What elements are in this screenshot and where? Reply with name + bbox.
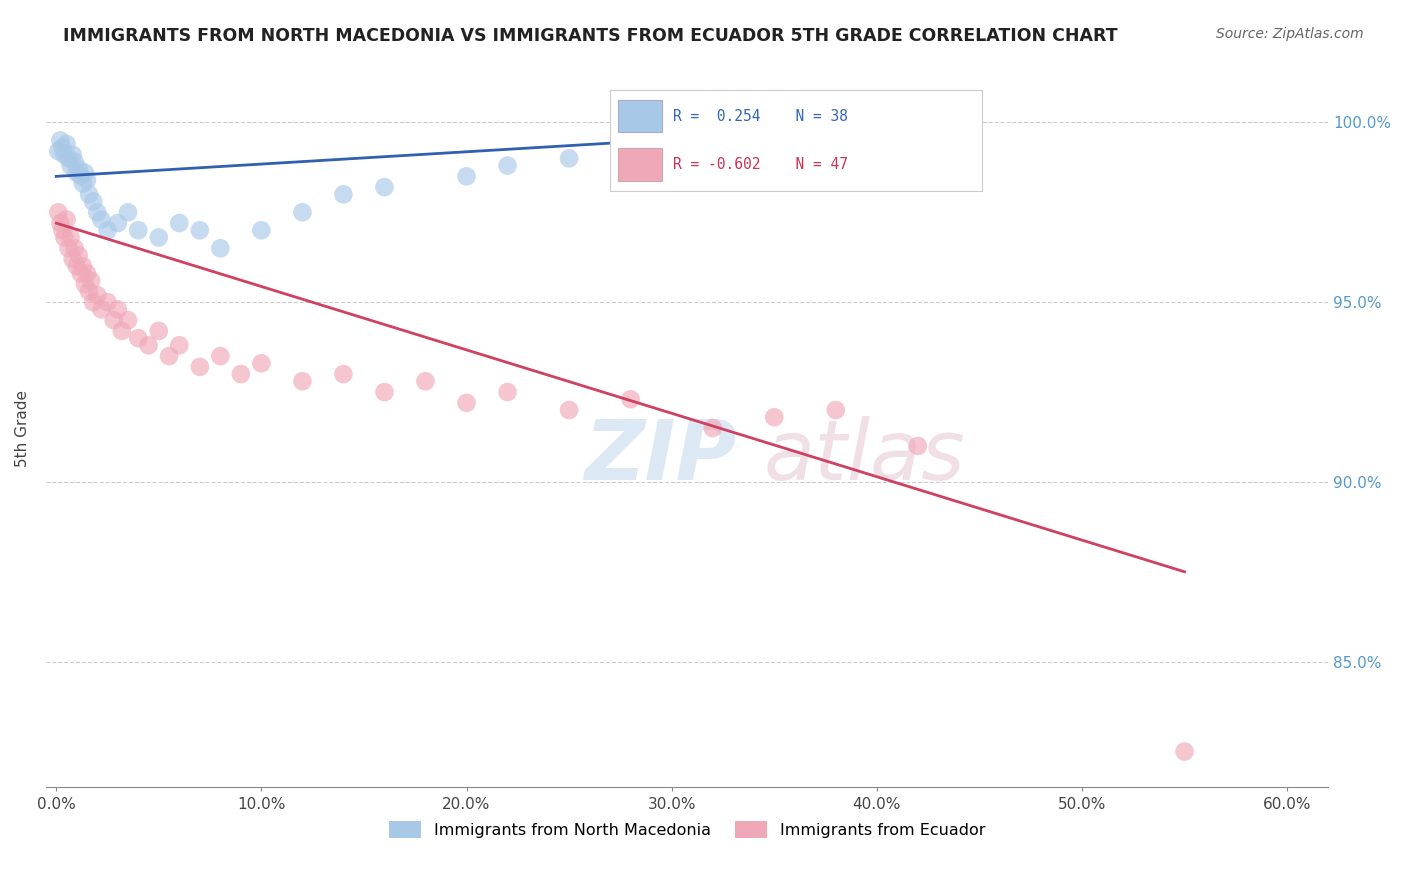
Point — [148, 324, 170, 338]
Point — [59, 159, 82, 173]
Point — [558, 403, 581, 417]
Point — [291, 205, 314, 219]
Point — [373, 180, 395, 194]
Point — [138, 338, 160, 352]
Point — [66, 259, 89, 273]
Point — [291, 374, 314, 388]
Point — [90, 212, 112, 227]
Point — [229, 367, 252, 381]
Text: ZIP: ZIP — [585, 417, 737, 497]
Point — [157, 349, 180, 363]
Point — [1173, 745, 1195, 759]
Point — [49, 133, 72, 147]
Point — [373, 385, 395, 400]
Point — [55, 212, 77, 227]
Point — [702, 421, 724, 435]
Point — [111, 324, 134, 338]
Point — [824, 403, 846, 417]
Point — [332, 187, 354, 202]
Text: IMMIGRANTS FROM NORTH MACEDONIA VS IMMIGRANTS FROM ECUADOR 5TH GRADE CORRELATION: IMMIGRANTS FROM NORTH MACEDONIA VS IMMIG… — [63, 27, 1118, 45]
Point — [103, 313, 125, 327]
Point — [188, 359, 211, 374]
Point — [415, 374, 437, 388]
Point — [117, 313, 139, 327]
Point — [67, 162, 90, 177]
Point — [73, 166, 96, 180]
Point — [763, 152, 786, 166]
Point — [763, 410, 786, 425]
Point — [907, 439, 929, 453]
Point — [62, 252, 84, 266]
Point — [51, 140, 73, 154]
Y-axis label: 5th Grade: 5th Grade — [15, 390, 30, 467]
Point — [66, 166, 89, 180]
Text: atlas: atlas — [763, 417, 966, 497]
Point — [70, 267, 93, 281]
Point — [55, 136, 77, 151]
Text: Source: ZipAtlas.com: Source: ZipAtlas.com — [1216, 27, 1364, 41]
Point — [169, 216, 191, 230]
Point — [169, 338, 191, 352]
Point — [58, 241, 80, 255]
Point — [67, 248, 90, 262]
Legend: Immigrants from North Macedonia, Immigrants from Ecuador: Immigrants from North Macedonia, Immigra… — [382, 815, 991, 844]
Point — [332, 367, 354, 381]
Point — [53, 148, 76, 162]
Point — [82, 295, 104, 310]
Point — [127, 223, 149, 237]
Point — [148, 230, 170, 244]
Point — [62, 148, 84, 162]
Point — [51, 223, 73, 237]
Point — [46, 205, 69, 219]
Point — [96, 295, 118, 310]
Point — [107, 216, 129, 230]
Point — [496, 159, 519, 173]
Point — [70, 169, 93, 184]
Point — [250, 223, 273, 237]
Point — [456, 169, 478, 184]
Point — [96, 223, 118, 237]
Point — [76, 267, 98, 281]
Point — [620, 392, 643, 407]
Point — [620, 166, 643, 180]
Point — [63, 241, 86, 255]
Point — [107, 302, 129, 317]
Point — [209, 241, 232, 255]
Point — [77, 187, 100, 202]
Point — [72, 177, 94, 191]
Point — [90, 302, 112, 317]
Point — [46, 145, 69, 159]
Point — [73, 277, 96, 292]
Point — [824, 136, 846, 151]
Point — [456, 396, 478, 410]
Point — [72, 259, 94, 273]
Point — [188, 223, 211, 237]
Point — [702, 145, 724, 159]
Point — [250, 356, 273, 370]
Point — [58, 152, 80, 166]
Point — [63, 155, 86, 169]
Point — [496, 385, 519, 400]
Point — [76, 173, 98, 187]
Point — [558, 152, 581, 166]
Point — [86, 288, 108, 302]
Point — [53, 230, 76, 244]
Point — [127, 331, 149, 345]
Point — [80, 274, 103, 288]
Point — [86, 205, 108, 219]
Point — [77, 285, 100, 299]
Point — [209, 349, 232, 363]
Point — [59, 230, 82, 244]
Point — [117, 205, 139, 219]
Point — [49, 216, 72, 230]
Point — [82, 194, 104, 209]
